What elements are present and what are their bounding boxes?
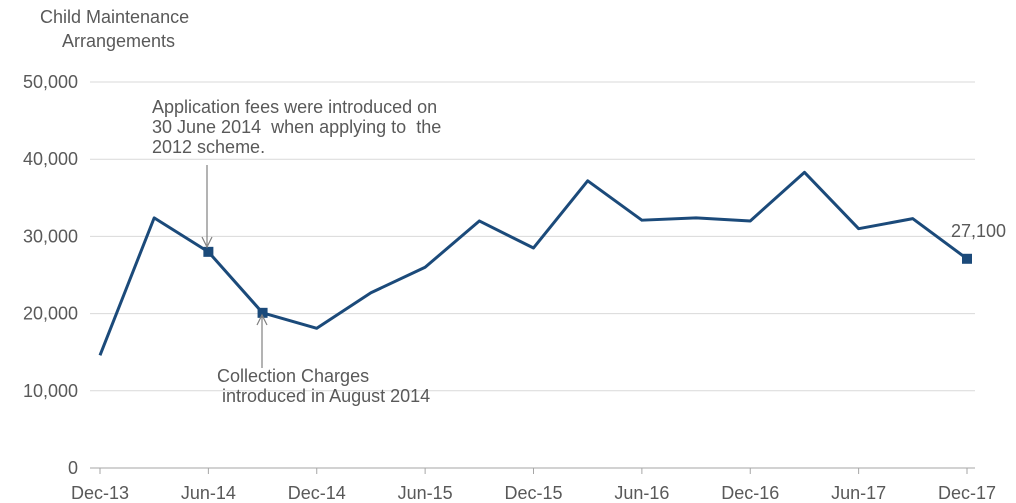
marker [257, 307, 268, 318]
y-tick-label: 0 [68, 458, 78, 478]
marker [962, 253, 972, 264]
line [98, 170, 968, 356]
data-label: 27,100 [951, 221, 1006, 241]
annotation: Application fees were introduced on [152, 97, 437, 117]
y-tick-label: 20,000 [23, 304, 78, 324]
y-tick-label: 40,000 [23, 149, 78, 169]
y-axis-title: Child Maintenance [40, 7, 189, 27]
x-tick-label: Dec-16 [721, 483, 779, 503]
x-tick-label: Jun-17 [831, 483, 886, 503]
x-tick-label: Dec-14 [288, 483, 346, 503]
y-tick-label: 30,000 [23, 226, 78, 246]
x-tick-label: Jun-14 [181, 483, 236, 503]
x-tick-label: Jun-15 [398, 483, 453, 503]
annotation: Collection Charges [217, 366, 369, 386]
x-tick-label: Jun-16 [614, 483, 669, 503]
x-tick-label: Dec-17 [938, 483, 996, 503]
annotation-arrowhead [256, 313, 268, 326]
annotation: introduced in August 2014 [217, 386, 430, 406]
marker [203, 246, 214, 257]
y-axis-title: Arrangements [62, 31, 175, 51]
y-tick-label: 10,000 [23, 381, 78, 401]
plot: 0 10,000 20,000 30,000 40,000 50,000 Child Mai… [23, 7, 1006, 503]
annotation: 2012 scheme. [152, 137, 265, 157]
x-tick-label: Dec-13 [71, 483, 129, 503]
annotation-arrowhead [201, 236, 213, 249]
annotation: 30 June 2014 when applying to the [152, 117, 441, 137]
y-tick-label: 50,000 [23, 72, 78, 92]
x-tick-label: Dec-15 [504, 483, 562, 503]
